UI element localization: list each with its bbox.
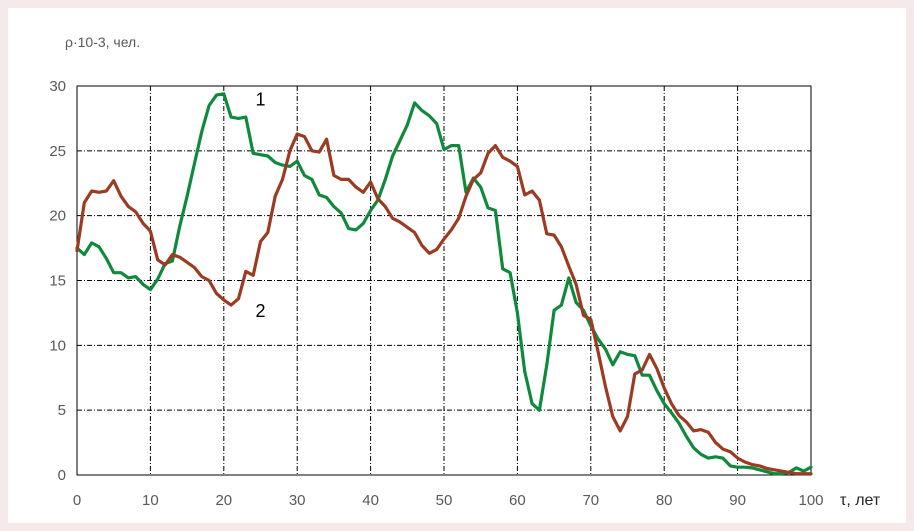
y-tick-label: 0	[58, 467, 66, 484]
series-line-1	[75, 92, 813, 476]
y-tick-label: 30	[49, 78, 66, 95]
x-tick-label: 10	[142, 492, 159, 509]
y-tick-label: 10	[49, 337, 66, 354]
x-tick-label: 100	[798, 492, 823, 509]
x-tick-label: 30	[289, 492, 306, 509]
y-tick-label: 15	[49, 273, 66, 290]
line-chart: ρ·10-3, чел. 0 5 10 15 20 25 30 0 10 20 30 40 50 60 7…	[49, 34, 881, 509]
chart-panel: ρ·10-3, чел. 0 5 10 15 20 25 30 0 10 20 30 40 50 60 7…	[8, 8, 906, 523]
x-tick-label: 80	[656, 492, 673, 509]
x-tick-label: 70	[582, 492, 599, 509]
x-tick-label: 40	[362, 492, 379, 509]
series-layer	[75, 92, 813, 476]
curve-label-2: 2	[255, 301, 265, 321]
y-axis-label: ρ·10-3, чел.	[65, 34, 140, 50]
curve-label-1: 1	[255, 89, 265, 109]
y-tick-label: 20	[49, 208, 66, 225]
x-tick-label: 50	[436, 492, 453, 509]
y-tick-label: 25	[49, 143, 66, 160]
x-tick-label: 90	[729, 492, 746, 509]
x-tick-labels: 0 10 20 30 40 50 60 70 80 90 100	[73, 492, 824, 509]
x-tick-label: 60	[509, 492, 526, 509]
x-tick-label: 0	[73, 492, 81, 509]
series-line-2	[75, 132, 813, 476]
x-tick-label: 20	[215, 492, 232, 509]
x-axis-label: τ, лет	[840, 492, 881, 509]
y-tick-label: 5	[58, 402, 66, 419]
plot-frame	[76, 85, 812, 476]
curve-labels: 12	[255, 89, 265, 320]
y-tick-labels: 0 5 10 15 20 25 30	[49, 78, 66, 484]
